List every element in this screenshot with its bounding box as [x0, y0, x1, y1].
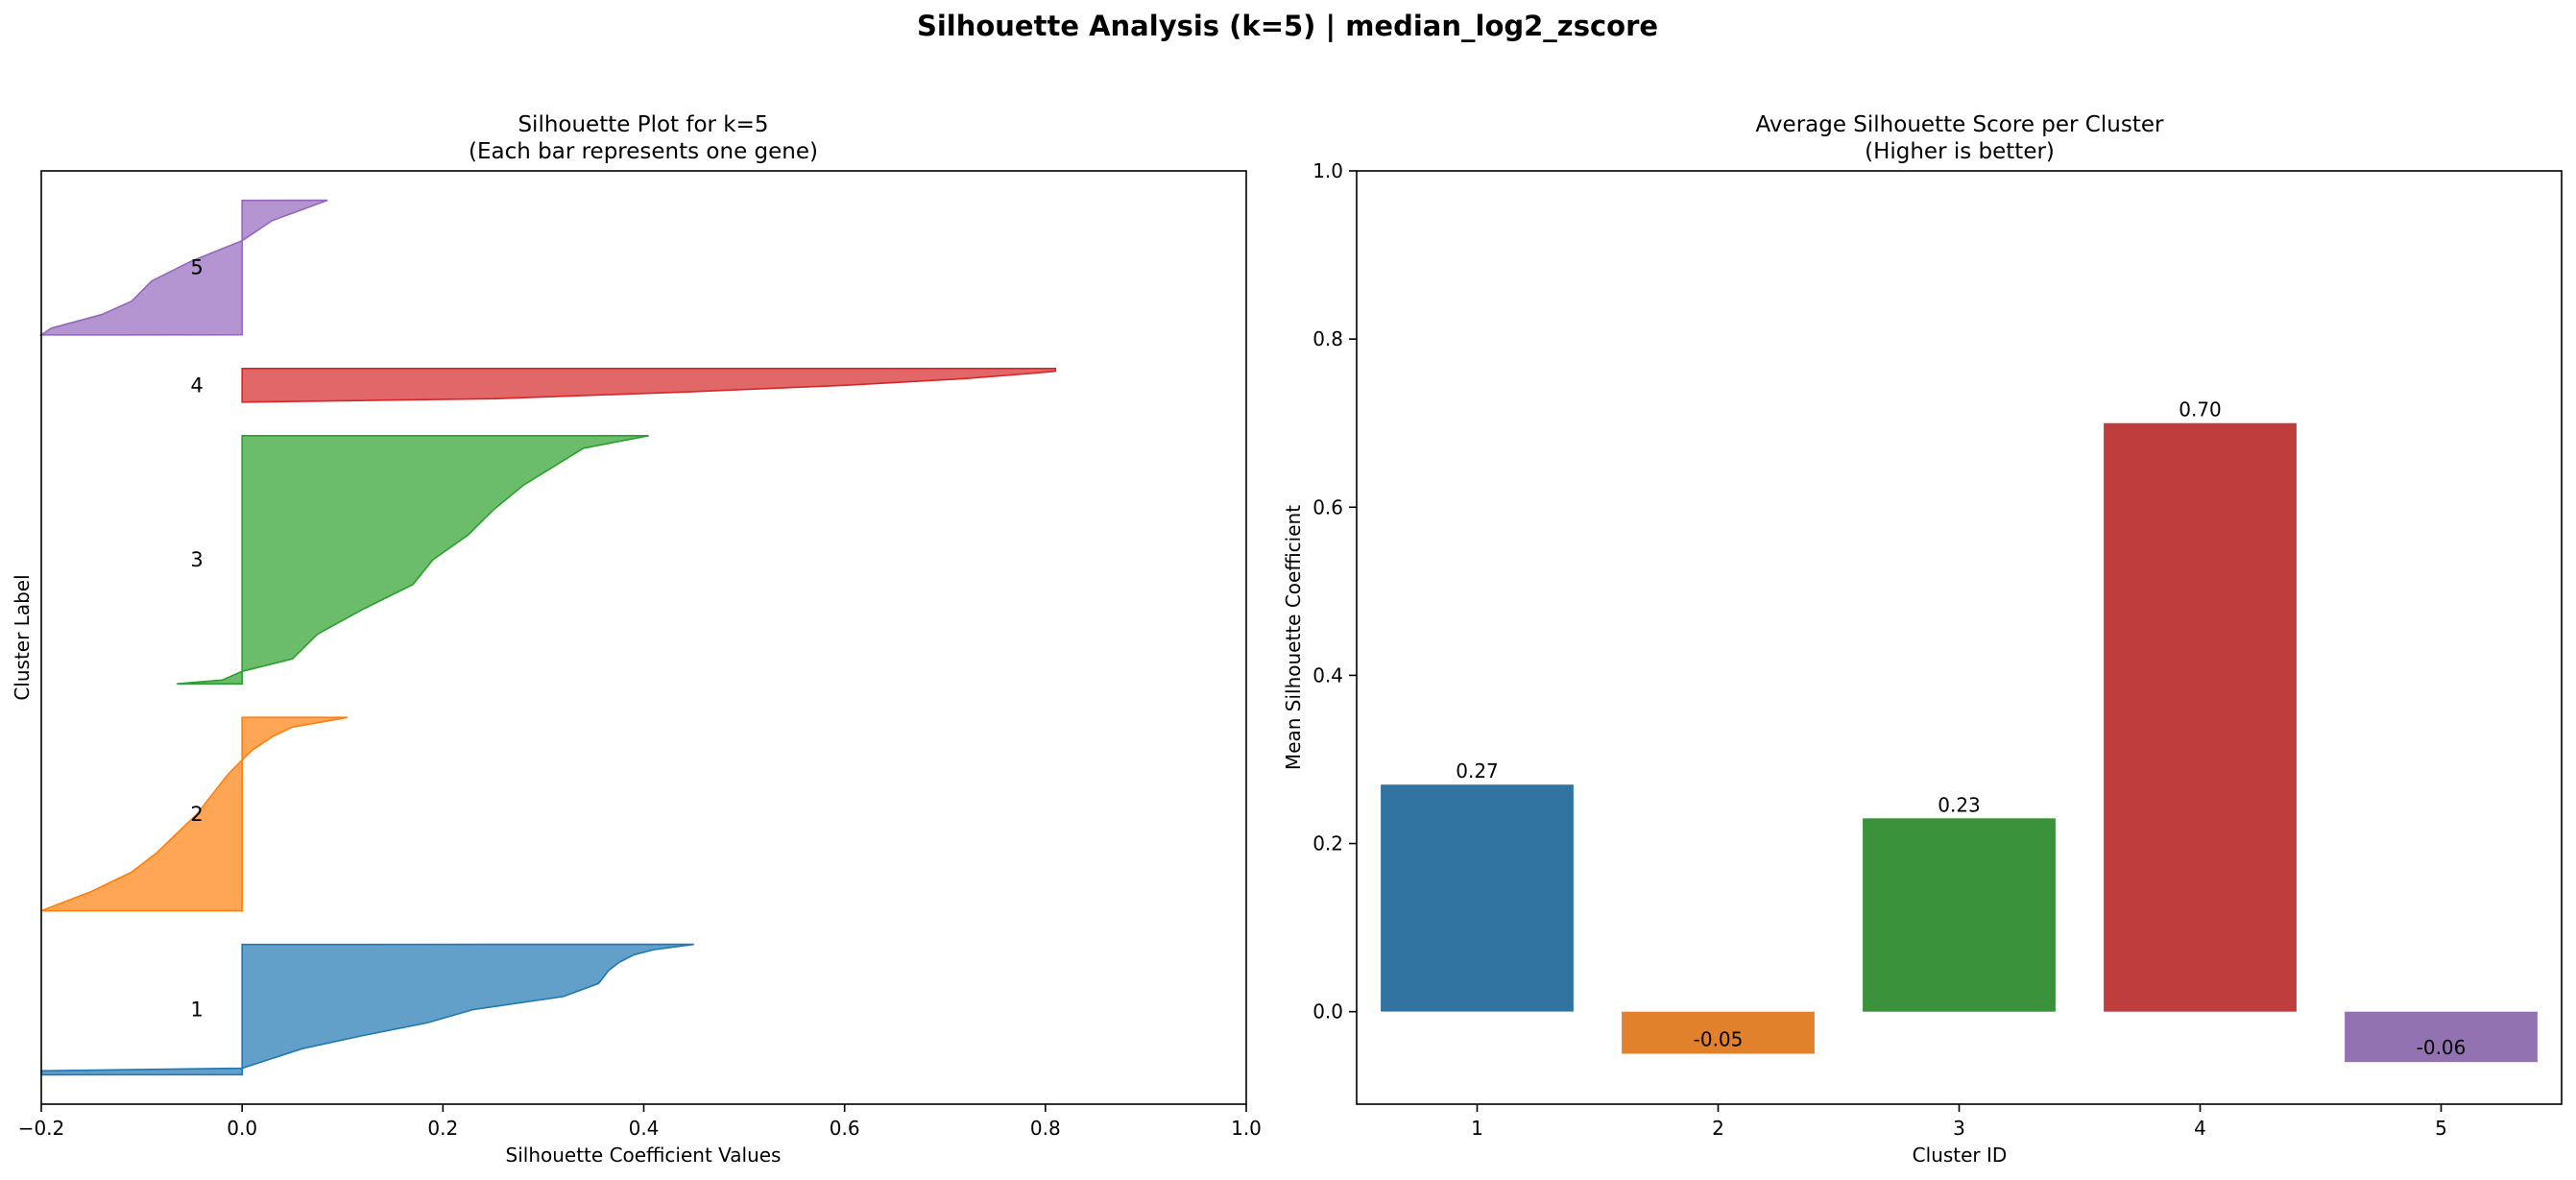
silhouette-cluster-1-label: 1: [190, 998, 203, 1021]
average-bar-cluster-5: [2345, 1011, 2538, 1063]
silhouette-plot-title-line1: Silhouette Plot for k=5: [518, 112, 768, 137]
average-bars: 0.27 -0.05 0.23 0.70 -0.06: [1381, 398, 2538, 1063]
figure-suptitle: Silhouette Analysis (k=5) | median_log2_…: [917, 10, 1658, 42]
average-x-tick-label: 5: [2435, 1117, 2447, 1140]
average-bar-value-label: 0.70: [2179, 398, 2222, 421]
average-bar-value-label: 0.27: [1456, 759, 1499, 783]
average-bar-value-label: -0.06: [2417, 1036, 2467, 1059]
silhouette-cluster-3-area: [177, 435, 649, 685]
silhouette-x-ticks: −0.2 0.0 0.2 0.4 0.6 0.8 1.0: [18, 1104, 1262, 1140]
silhouette-cluster-2-area: [40, 716, 349, 912]
average-x-tick-label: 1: [1471, 1117, 1483, 1140]
average-y-tick-label: 1.0: [1312, 159, 1343, 182]
silhouette-x-tick-label: 0.2: [427, 1117, 458, 1140]
average-y-axis-label: Mean Silhouette Coefficient: [1282, 505, 1305, 770]
silhouette-x-tick-label: 0.6: [830, 1117, 860, 1140]
silhouette-plot: Silhouette Plot for k=5 (Each bar repres…: [11, 112, 1262, 1167]
average-y-tick-label: 0.2: [1312, 832, 1343, 855]
average-chart-title-line2: (Higher is better): [1865, 139, 2055, 164]
average-bar-cluster-3: [1863, 818, 2056, 1012]
average-x-tick-label: 4: [2194, 1117, 2206, 1140]
average-y-ticks: 0.0 0.2 0.4 0.6 0.8 1.0: [1312, 159, 1357, 1023]
average-y-tick-label: 0.6: [1312, 495, 1343, 518]
average-chart-title-line1: Average Silhouette Score per Cluster: [1756, 112, 2164, 137]
average-score-chart: Average Silhouette Score per Cluster (Hi…: [1282, 112, 2563, 1167]
average-bar-cluster-1: [1381, 784, 1574, 1012]
silhouette-x-tick-label: 0.0: [227, 1117, 257, 1140]
silhouette-y-axis-label: Cluster Label: [11, 574, 34, 700]
silhouette-marks: 1 2 3 4 5: [38, 199, 1057, 1076]
silhouette-cluster-4-label: 4: [190, 373, 203, 397]
silhouette-x-tick-label: 0.8: [1030, 1117, 1061, 1140]
silhouette-cluster-5-label: 5: [190, 256, 203, 279]
average-x-axis-label: Cluster ID: [1913, 1144, 2008, 1167]
silhouette-cluster-3-label: 3: [190, 548, 203, 571]
average-y-tick-label: 0.8: [1312, 327, 1343, 350]
average-y-tick-label: 0.0: [1312, 1000, 1343, 1023]
silhouette-cluster-5-area: [38, 199, 328, 336]
silhouette-x-tick-label: 0.4: [629, 1117, 660, 1140]
silhouette-cluster-4-area: [241, 367, 1057, 403]
silhouette-x-tick-label: 1.0: [1231, 1117, 1262, 1140]
average-bar-cluster-4: [2104, 422, 2297, 1012]
average-y-tick-label: 0.4: [1312, 663, 1343, 686]
silhouette-x-tick-label: −0.2: [18, 1117, 65, 1140]
average-x-ticks: 1 2 3 4 5: [1471, 1104, 2447, 1140]
average-bar-cluster-2: [1622, 1011, 1815, 1054]
silhouette-cluster-2-label: 2: [190, 803, 203, 826]
average-bar-value-label: 0.23: [1938, 793, 1981, 816]
average-x-tick-label: 2: [1712, 1117, 1724, 1140]
average-x-tick-label: 3: [1953, 1117, 1965, 1140]
silhouette-x-axis-label: Silhouette Coefficient Values: [506, 1144, 782, 1167]
silhouette-plot-title-line2: (Each bar represents one gene): [469, 139, 818, 164]
average-bar-value-label: -0.05: [1694, 1027, 1744, 1050]
